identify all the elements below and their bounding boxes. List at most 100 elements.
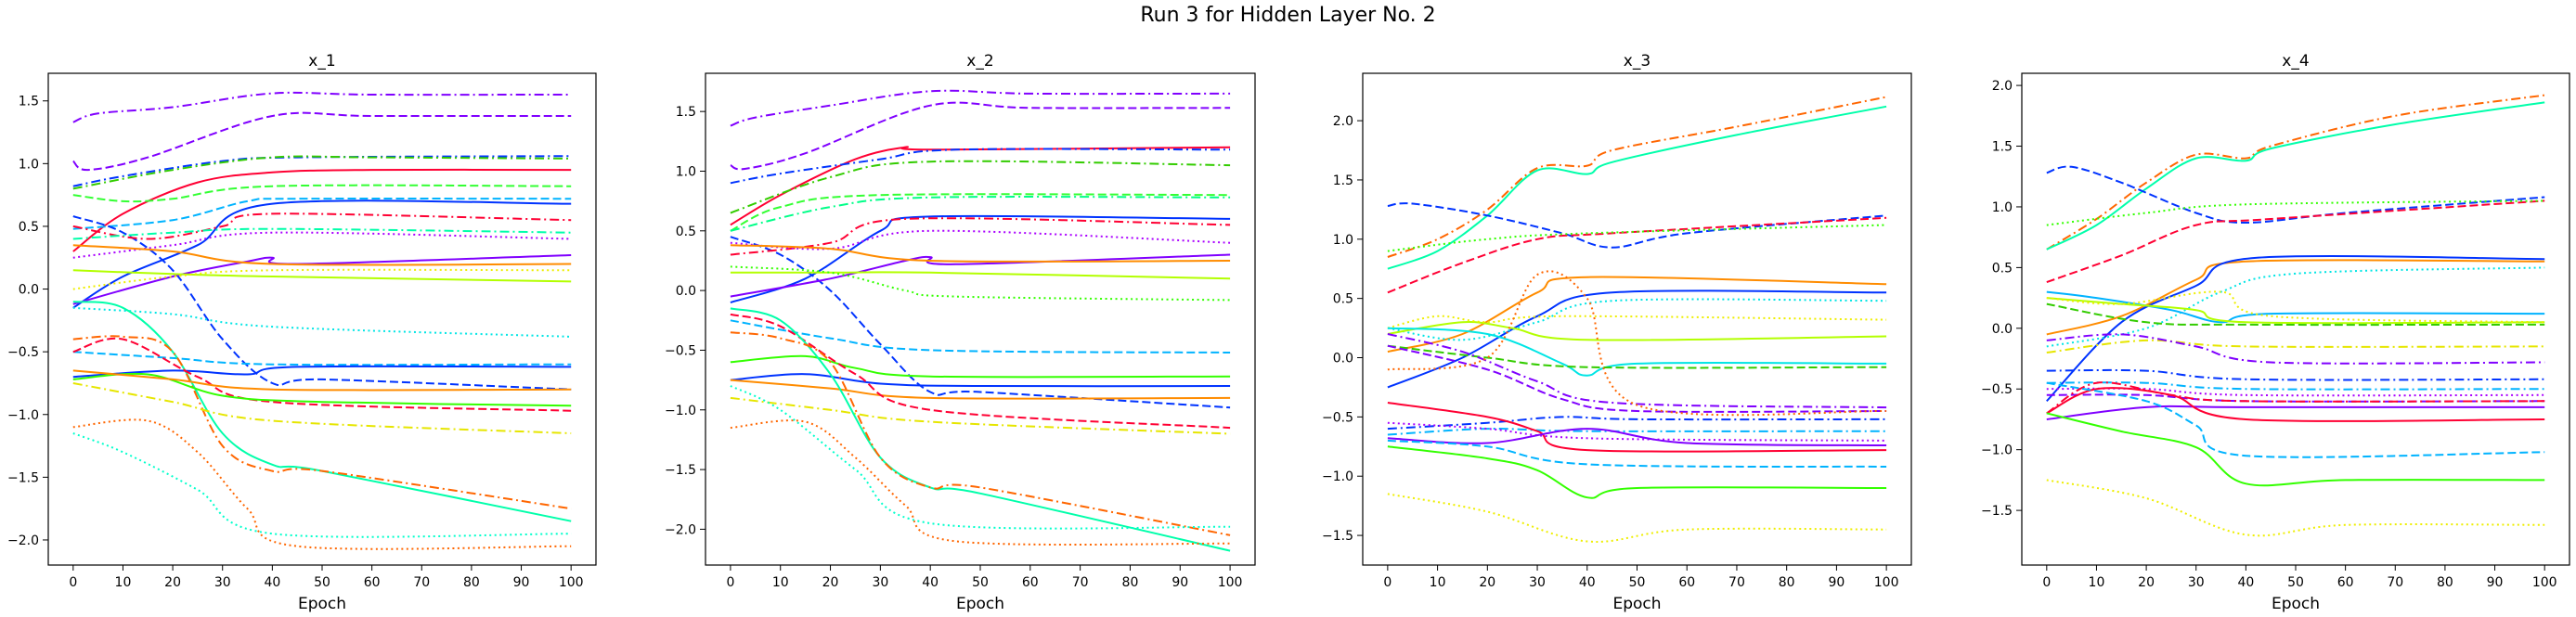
series-line — [2046, 94, 2545, 251]
series-line — [1387, 315, 1887, 329]
subplot-title: x_3 — [1624, 52, 1650, 71]
subplot-2: 0 10 20 30 40 50 60 70 80 90 100 −2.0 −1.5 −1.0 −0.5 0.… — [665, 52, 1256, 613]
x-tick-label: 90 — [1171, 575, 1188, 590]
series-line — [730, 396, 1231, 435]
series-line — [2046, 255, 2545, 402]
y-tick-label: 0.0 — [1992, 322, 2013, 337]
series-line — [730, 419, 1231, 546]
y-tick-label: 0.5 — [676, 225, 696, 239]
series-group — [72, 91, 572, 550]
series-line — [1387, 439, 1887, 468]
y-tick-label: 1.0 — [676, 164, 696, 179]
x-tick-label: 0 — [2042, 575, 2051, 590]
x-tick-label: 50 — [972, 575, 989, 590]
figure-title: Run 3 for Hidden Layer No. 2 — [1140, 4, 1436, 27]
series-line — [1387, 276, 1887, 353]
y-tick-label: −0.5 — [1981, 382, 2013, 397]
x-tick-label: 10 — [1430, 575, 1446, 590]
x-tick-label: 80 — [1122, 575, 1139, 590]
series-line — [730, 101, 1231, 171]
series-line — [730, 193, 1231, 232]
series-line — [2046, 101, 2545, 251]
x-tick-label: 90 — [1828, 575, 1845, 590]
x-tick-label: 40 — [922, 575, 938, 590]
series-line — [1387, 333, 1887, 409]
series-line — [1387, 224, 1887, 252]
x-tick-label: 30 — [2188, 575, 2205, 590]
x-tick-label: 30 — [1529, 575, 1546, 590]
y-tick-label: −1.0 — [665, 404, 696, 418]
series-line — [72, 382, 572, 434]
y-tick-label: −1.5 — [665, 463, 696, 478]
x-tick-label: 20 — [2138, 575, 2155, 590]
series-line — [730, 217, 1231, 256]
series-line — [2046, 290, 2545, 324]
subplot-title: x_2 — [966, 52, 993, 71]
series-line — [730, 379, 1231, 400]
series-line — [2046, 368, 2545, 381]
x-tick-label: 30 — [214, 575, 231, 590]
x-axis-label: Epoch — [1612, 595, 1661, 613]
x-tick-label: 70 — [1072, 575, 1089, 590]
series-line — [72, 155, 572, 190]
series-line — [730, 373, 1231, 388]
series-line — [2046, 412, 2545, 487]
series-line — [72, 372, 572, 407]
y-tick-label: 0.0 — [676, 284, 696, 299]
y-tick-label: −0.5 — [665, 343, 696, 358]
series-line — [730, 214, 1231, 303]
series-line — [1387, 216, 1887, 294]
series-line — [2046, 381, 2545, 458]
series-line — [72, 155, 572, 187]
y-tick-label: −1.0 — [1322, 469, 1353, 484]
series-line — [1387, 344, 1887, 369]
axes-frame — [1362, 72, 1912, 566]
y-tick-label: −1.5 — [1981, 504, 2013, 519]
series-group — [1387, 96, 1887, 543]
y-tick-label: −0.5 — [1322, 410, 1353, 425]
y-tick-label: −1.5 — [1322, 529, 1353, 544]
series-line — [72, 369, 572, 392]
x-tick-label: 20 — [822, 575, 839, 590]
x-tick-label: 100 — [1874, 575, 1899, 590]
x-tick-label: 70 — [2387, 575, 2403, 590]
x-tick-label: 40 — [264, 575, 280, 590]
y-tick-label: −1.0 — [7, 408, 39, 423]
x-tick-label: 0 — [726, 575, 734, 590]
series-line — [1387, 321, 1887, 341]
x-tick-label: 50 — [2287, 575, 2304, 590]
y-tick-label: 1.5 — [1333, 174, 1353, 188]
x-tick-label: 30 — [872, 575, 888, 590]
x-tick-label: 100 — [1218, 575, 1243, 590]
x-tick-label: 100 — [2532, 575, 2557, 590]
series-line — [730, 319, 1231, 353]
series-line — [72, 244, 572, 266]
x-tick-label: 80 — [2437, 575, 2453, 590]
series-line — [1387, 493, 1887, 543]
series-line — [730, 229, 1231, 251]
series-line — [730, 244, 1231, 263]
series-line — [1387, 270, 1887, 417]
series-line — [2046, 339, 2545, 353]
series-line — [730, 354, 1231, 379]
series-line — [72, 335, 572, 510]
x-tick-label: 70 — [413, 575, 430, 590]
series-line — [2046, 290, 2545, 324]
x-tick-label: 20 — [1479, 575, 1495, 590]
x-axis-label: Epoch — [298, 595, 346, 613]
series-line — [72, 168, 572, 252]
x-axis-label: Epoch — [2272, 595, 2320, 613]
series-line — [72, 337, 572, 412]
series-line — [72, 351, 572, 366]
y-tick-label: 0.0 — [19, 283, 39, 298]
y-tick-label: 0.5 — [1333, 292, 1353, 307]
series-line — [72, 301, 572, 522]
x-tick-label: 60 — [1022, 575, 1039, 590]
y-tick-label: 1.0 — [1333, 233, 1353, 248]
x-tick-label: 70 — [1728, 575, 1745, 590]
series-line — [730, 160, 1231, 214]
y-tick-label: 1.5 — [676, 105, 696, 120]
series-line — [2046, 333, 2545, 365]
series-line — [1387, 445, 1887, 499]
x-tick-label: 40 — [2237, 575, 2254, 590]
